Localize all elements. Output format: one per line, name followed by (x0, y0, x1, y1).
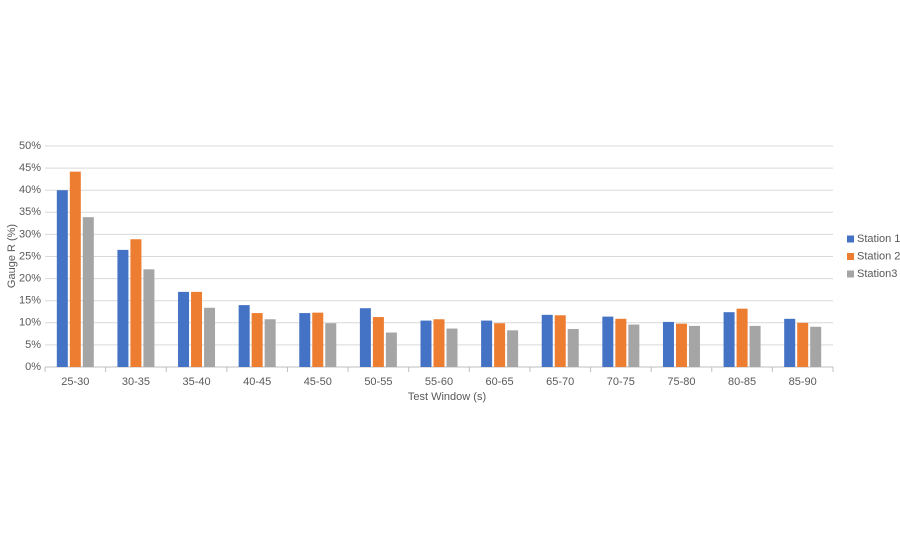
bar (494, 323, 506, 367)
bar (372, 317, 384, 367)
bar (178, 291, 190, 367)
bar (541, 314, 553, 367)
y-tick-label: 15% (19, 295, 41, 307)
bar (749, 325, 761, 367)
bar (385, 332, 397, 367)
x-tick-label: 75-80 (667, 376, 695, 388)
x-tick-label: 35-40 (182, 376, 210, 388)
bar (191, 291, 203, 367)
bar (602, 316, 614, 367)
bar (615, 318, 627, 367)
bar (433, 319, 445, 367)
bar (567, 328, 579, 367)
bar (204, 307, 216, 367)
legend-swatch (847, 270, 854, 278)
x-tick-label: 30-35 (122, 376, 150, 388)
legend-label: Station 2 (857, 250, 900, 262)
bar (810, 326, 822, 367)
bar (628, 324, 640, 367)
bar (554, 315, 566, 367)
legend-label: Station3 (857, 268, 897, 280)
x-axis-title: Test Window (s) (408, 391, 486, 403)
y-tick-label: 35% (19, 206, 41, 218)
bar (359, 308, 371, 367)
x-tick-label: 85-90 (789, 376, 817, 388)
y-tick-label: 20% (19, 273, 41, 285)
y-tick-label: 30% (19, 228, 41, 240)
bar (420, 320, 432, 367)
bar (312, 312, 324, 367)
bar (56, 190, 68, 367)
y-tick-label: 40% (19, 184, 41, 196)
bar (507, 330, 519, 367)
x-tick-label: 40-45 (243, 376, 271, 388)
bar (723, 312, 735, 367)
y-tick-label: 50% (19, 140, 41, 152)
bar (675, 323, 687, 367)
y-tick-label: 10% (19, 317, 41, 329)
bar (688, 325, 700, 367)
x-tick-label: 60-65 (486, 376, 514, 388)
y-tick-label: 5% (25, 339, 41, 351)
bar (736, 308, 748, 367)
bar (264, 319, 276, 367)
bar (143, 269, 155, 367)
bar (69, 171, 81, 367)
legend-swatch (847, 235, 854, 243)
legend-swatch (847, 253, 854, 260)
x-tick-label: 80-85 (728, 376, 756, 388)
bar (82, 217, 94, 367)
bar (117, 249, 129, 367)
bar (251, 313, 263, 367)
bar (662, 321, 674, 367)
legend-label: Station 1 (857, 233, 900, 245)
bar (325, 323, 337, 367)
x-tick-label: 25-30 (61, 376, 89, 388)
bar (481, 320, 493, 367)
bar (299, 313, 311, 367)
bar (446, 328, 458, 367)
bar (130, 239, 142, 367)
bar (238, 305, 250, 367)
y-tick-label: 0% (25, 361, 41, 373)
x-tick-label: 65-70 (546, 376, 574, 388)
x-tick-label: 55-60 (425, 376, 453, 388)
y-tick-label: 25% (19, 250, 41, 262)
bar (797, 322, 809, 367)
y-axis-title: Gauge R (%) (6, 224, 18, 288)
bar (784, 318, 796, 367)
x-tick-label: 45-50 (304, 376, 332, 388)
x-tick-label: 70-75 (607, 376, 635, 388)
y-tick-label: 45% (19, 162, 41, 174)
x-tick-label: 50-55 (364, 376, 392, 388)
